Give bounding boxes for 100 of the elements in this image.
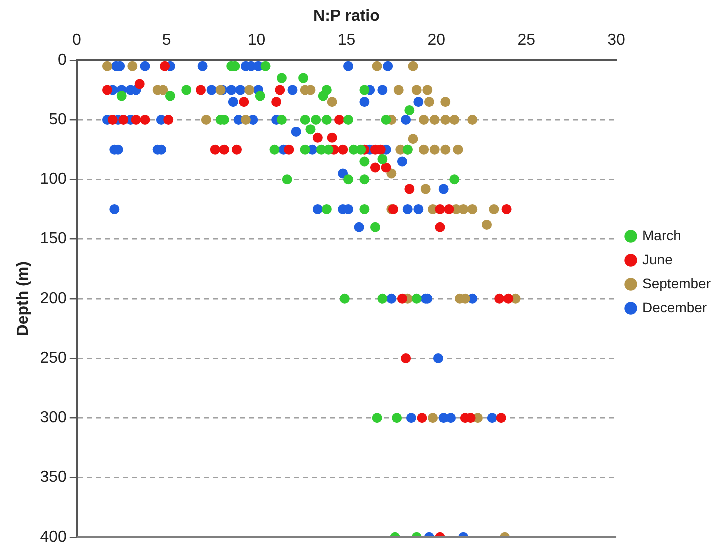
x-tick-label: 25 [518,32,536,50]
point [244,85,255,96]
point [450,115,460,126]
y-tick-label: 150 [40,230,67,248]
point [131,115,142,126]
point [298,73,309,84]
point [504,294,514,304]
point [306,124,316,135]
point [201,115,212,126]
point [430,115,440,126]
point [116,91,127,102]
point [468,115,478,126]
point [424,97,434,108]
point [489,204,500,214]
point [196,85,206,96]
point [435,204,446,214]
point [360,156,370,167]
point [360,174,370,185]
point [440,144,451,155]
x-tick-label: 5 [162,32,172,50]
point [419,144,430,155]
point [260,61,271,72]
x-tick-label: 30 [608,32,626,50]
y-tick-label: 200 [40,290,67,308]
point [128,61,138,72]
point [408,61,418,72]
point [165,91,176,102]
point [453,144,464,155]
x-tick-label: 0 [72,32,82,50]
point [494,294,505,304]
point [428,413,438,424]
legend-label: June [642,251,674,268]
legend-label: December [642,299,708,316]
x-tick-label: 15 [338,32,356,50]
point [232,144,242,155]
point [272,97,282,108]
point [318,91,328,102]
point [327,132,338,143]
x-axis-title: N:P ratio [314,8,380,26]
legend-label: March [642,227,682,244]
point [312,132,323,143]
point [164,115,174,126]
point [270,144,280,155]
y-tick-label: 250 [40,350,67,367]
point [255,91,266,102]
point [360,85,370,96]
point [420,184,431,194]
point [370,222,380,232]
y-tick-label: 0 [58,52,67,69]
point [340,294,350,304]
point [408,134,418,144]
y-tick-label: 100 [40,171,67,188]
point [502,204,512,214]
y-axis-title: Depth (m) [15,262,32,336]
point [311,115,322,126]
point [372,61,382,72]
x-tick-label: 20 [428,32,446,50]
point [344,115,354,126]
y-tick-label: 50 [49,111,67,128]
point [322,115,332,126]
point [422,85,433,96]
point [430,144,440,155]
point [440,115,451,126]
point [160,61,170,72]
y-tick-label: 300 [40,410,67,427]
point [239,97,250,108]
point [338,144,348,155]
point [444,204,454,214]
y-tick-label: 350 [40,469,67,486]
point [360,204,370,214]
point [381,115,392,126]
point [282,174,292,185]
point [324,144,334,155]
point [219,144,230,155]
point [102,61,112,72]
point [404,105,415,116]
point [300,115,310,126]
point [134,79,145,90]
point [140,115,150,126]
point [210,144,220,155]
point [440,97,451,108]
point [378,154,388,164]
point [401,354,412,364]
point [240,115,251,126]
point [482,220,492,230]
point [435,222,446,232]
point [412,85,422,96]
point [300,144,310,155]
point [327,97,338,108]
point [344,174,354,185]
point [378,294,388,304]
point [322,204,332,214]
point [284,144,294,155]
point [276,115,287,126]
point [397,294,408,304]
point [458,204,469,214]
point [419,115,430,126]
legend-label: September [642,275,712,292]
point [450,174,460,185]
point [370,162,380,173]
